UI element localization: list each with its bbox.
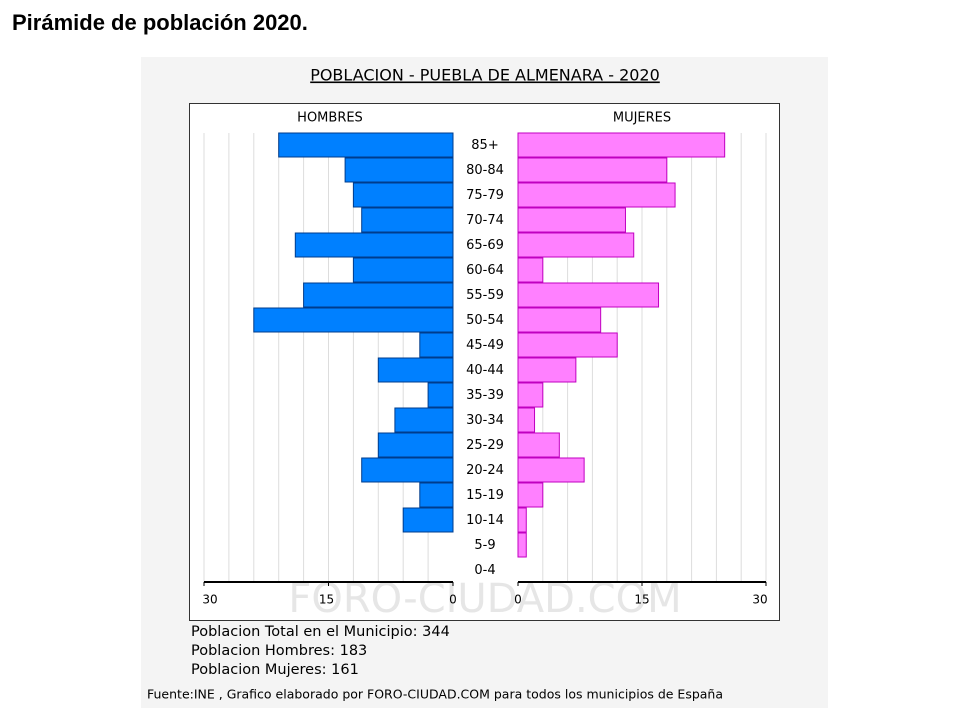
x-tick-label: 15 xyxy=(634,593,649,607)
x-tick-label: 30 xyxy=(202,593,217,607)
bar xyxy=(517,307,602,333)
bar xyxy=(377,432,454,458)
bar xyxy=(517,157,668,183)
category-label: 40-44 xyxy=(466,363,504,378)
category-label: 60-64 xyxy=(466,263,504,278)
bar xyxy=(517,232,635,258)
bar xyxy=(517,507,527,533)
category-label: 10-14 xyxy=(466,513,504,528)
bar xyxy=(517,407,536,433)
stat: Poblacion Total en el Municipio: 344 xyxy=(191,624,450,640)
legend-label: MUJERES xyxy=(613,111,671,126)
bar xyxy=(517,532,527,558)
bar xyxy=(361,457,454,483)
bar xyxy=(419,332,454,358)
bar xyxy=(517,432,560,458)
source: Fuente:INE , Grafico elaborado por FORO-… xyxy=(147,687,723,702)
bar xyxy=(517,382,544,408)
category-label: 20-24 xyxy=(466,463,504,478)
bar xyxy=(253,307,454,333)
category-label: 85+ xyxy=(471,138,498,153)
bar xyxy=(517,282,660,308)
bar xyxy=(394,407,454,433)
stat: Poblacion Mujeres: 161 xyxy=(191,662,359,678)
bar xyxy=(427,382,454,408)
x-tick-label: 0 xyxy=(449,593,457,607)
legend-label: HOMBRES xyxy=(297,111,363,126)
x-tick-label: 0 xyxy=(514,593,522,607)
bar xyxy=(517,182,676,208)
x-tick-label: 30 xyxy=(752,593,767,607)
bar xyxy=(361,207,454,233)
category-label: 75-79 xyxy=(466,188,504,203)
bar xyxy=(278,132,454,158)
bar xyxy=(344,157,454,183)
bar xyxy=(517,482,544,508)
category-label: 50-54 xyxy=(466,313,504,328)
chart-title: POBLACION - PUEBLA DE ALMENARA - 2020 xyxy=(310,66,660,85)
category-label: 35-39 xyxy=(466,388,504,403)
category-label: 55-59 xyxy=(466,288,504,303)
bar xyxy=(294,232,454,258)
bar xyxy=(517,357,577,383)
category-label: 25-29 xyxy=(466,438,504,453)
bar xyxy=(517,457,585,483)
bar xyxy=(517,257,544,283)
bar xyxy=(517,332,618,358)
category-label: 15-19 xyxy=(466,488,504,503)
category-label: 80-84 xyxy=(466,163,504,178)
bar xyxy=(377,357,454,383)
bar xyxy=(303,282,454,308)
bar xyxy=(402,507,454,533)
category-label: 5-9 xyxy=(474,538,495,553)
category-label: 70-74 xyxy=(466,213,504,228)
bar xyxy=(517,132,726,158)
stat: Poblacion Hombres: 183 xyxy=(191,643,367,659)
category-label: 45-49 xyxy=(466,338,504,353)
bar xyxy=(352,257,454,283)
page-title: Pirámide de población 2020. xyxy=(12,10,308,35)
chart-box xyxy=(189,103,780,621)
category-label: 0-4 xyxy=(474,563,495,578)
bar xyxy=(419,482,454,508)
watermark: FORO-CIUDAD.COM xyxy=(288,576,681,622)
x-tick-label: 15 xyxy=(319,593,334,607)
bar xyxy=(517,207,626,233)
category-label: 30-34 xyxy=(466,413,504,428)
bar xyxy=(352,182,454,208)
category-label: 65-69 xyxy=(466,238,504,253)
